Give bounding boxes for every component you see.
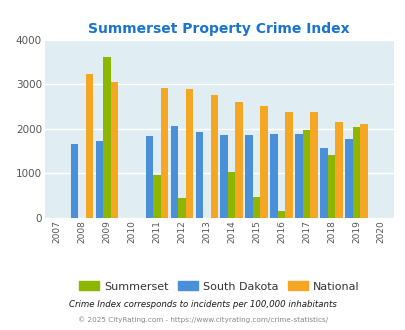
Bar xyxy=(260,106,267,218)
Bar xyxy=(103,56,111,218)
Bar xyxy=(85,74,93,218)
Bar xyxy=(210,95,217,218)
Bar xyxy=(352,127,359,218)
Bar xyxy=(309,112,317,218)
Bar xyxy=(285,112,292,218)
Bar xyxy=(185,89,193,218)
Bar xyxy=(195,132,202,218)
Bar xyxy=(320,148,327,218)
Bar xyxy=(277,211,285,218)
Bar xyxy=(252,197,260,218)
Bar xyxy=(228,172,235,218)
Bar xyxy=(170,126,178,218)
Bar xyxy=(359,124,367,218)
Bar xyxy=(335,121,342,218)
Text: Crime Index corresponds to incidents per 100,000 inhabitants: Crime Index corresponds to incidents per… xyxy=(69,300,336,309)
Title: Summerset Property Crime Index: Summerset Property Crime Index xyxy=(88,22,349,36)
Bar xyxy=(153,176,160,218)
Bar xyxy=(160,88,168,218)
Bar xyxy=(235,102,242,218)
Bar xyxy=(344,139,352,218)
Bar xyxy=(270,135,277,218)
Bar xyxy=(302,130,309,218)
Text: © 2025 CityRating.com - https://www.cityrating.com/crime-statistics/: © 2025 CityRating.com - https://www.city… xyxy=(78,316,327,323)
Bar xyxy=(96,141,103,218)
Bar xyxy=(145,136,153,218)
Bar xyxy=(178,198,185,218)
Bar xyxy=(327,155,335,218)
Bar xyxy=(245,135,252,218)
Bar xyxy=(294,135,302,218)
Bar xyxy=(220,135,228,218)
Bar xyxy=(71,144,78,218)
Legend: Summerset, South Dakota, National: Summerset, South Dakota, National xyxy=(74,277,363,296)
Bar xyxy=(111,82,118,218)
